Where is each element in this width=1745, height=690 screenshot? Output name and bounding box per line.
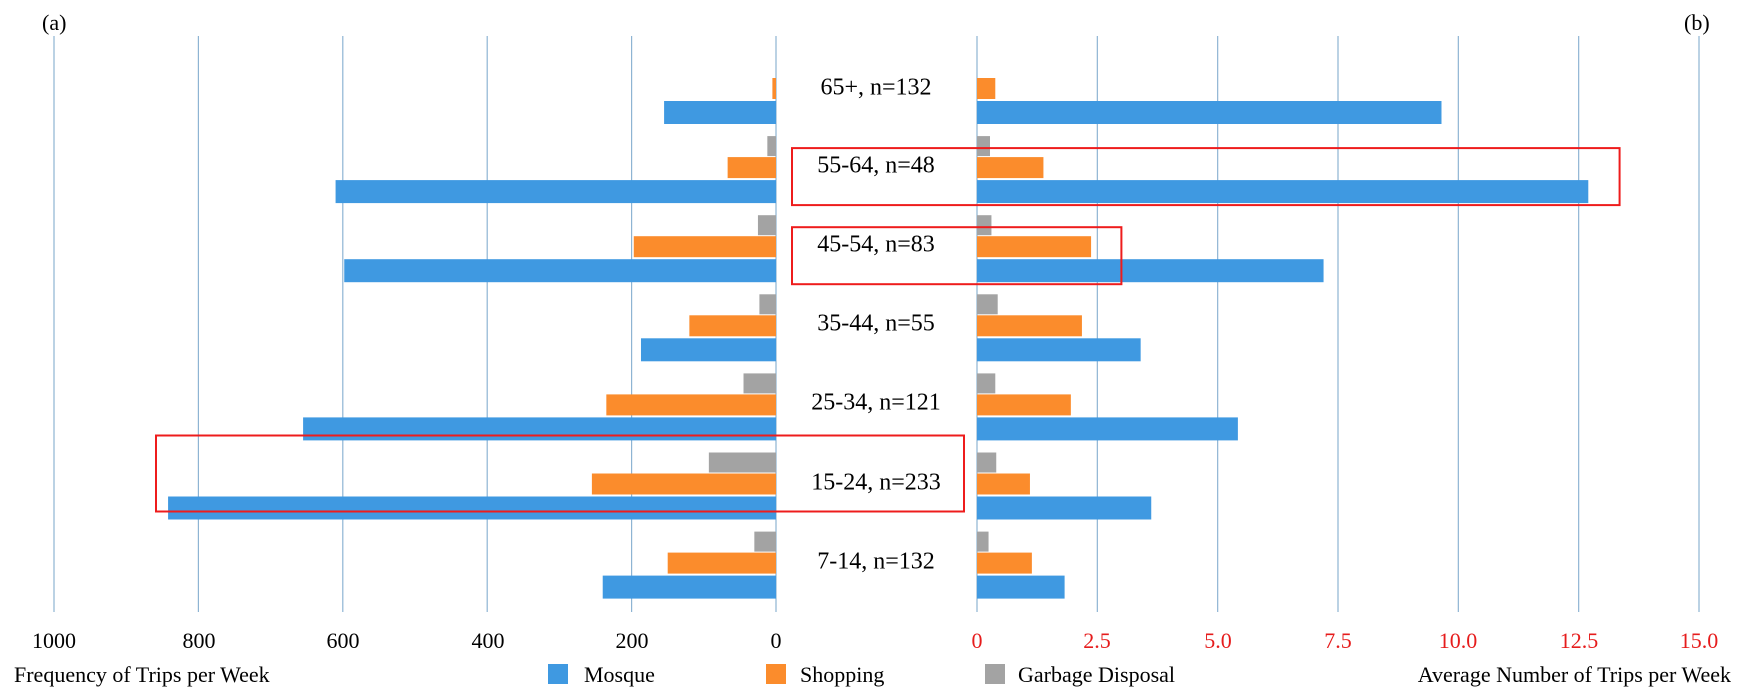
bar-right-garbage bbox=[977, 531, 989, 552]
left-tick-label: 600 bbox=[327, 628, 360, 653]
bar-left-shopping bbox=[772, 78, 776, 99]
right-tick-label: 0 bbox=[972, 628, 983, 653]
bar-left-shopping bbox=[667, 552, 776, 574]
bar-left-shopping bbox=[606, 394, 776, 416]
right-tick-label: 12.5 bbox=[1560, 628, 1599, 653]
right-axis-tick-labels: 0 2.5 5.0 7.5 10.0 12.5 15.0 bbox=[972, 628, 1719, 653]
bar-left-mosque bbox=[168, 496, 777, 520]
category-labels: 65+, n=132 55-64, n=48 45-54, n=83 35-44… bbox=[811, 75, 941, 575]
legend-label-mosque: Mosque bbox=[584, 662, 655, 687]
bar-left-garbage bbox=[767, 136, 776, 157]
bar-left-garbage bbox=[757, 215, 776, 236]
bar-right-shopping bbox=[977, 78, 996, 99]
bar-left-mosque bbox=[303, 417, 776, 441]
bar-right-mosque bbox=[977, 338, 1141, 362]
bar-left-mosque bbox=[602, 575, 776, 599]
left-tick-label: 1000 bbox=[32, 628, 76, 653]
bar-right-garbage bbox=[977, 136, 990, 157]
bars bbox=[168, 78, 1589, 599]
category-label: 65+, n=132 bbox=[820, 75, 931, 101]
left-tick-label: 0 bbox=[771, 628, 782, 653]
bar-left-shopping bbox=[633, 236, 776, 258]
bar-left-mosque bbox=[335, 180, 776, 204]
highlight-box-right bbox=[791, 226, 1123, 286]
bar-right-shopping bbox=[977, 552, 1032, 574]
bar-right-mosque bbox=[977, 496, 1152, 520]
panel-label-a: (a) bbox=[42, 10, 66, 35]
bar-right-mosque bbox=[977, 259, 1324, 283]
bar-right-garbage bbox=[977, 294, 998, 315]
category-label: 15-24, n=233 bbox=[811, 470, 941, 496]
panel-label-b: (b) bbox=[1684, 10, 1710, 35]
bar-left-garbage bbox=[708, 452, 776, 473]
right-tick-label: 10.0 bbox=[1439, 628, 1478, 653]
legend-swatch-garbage bbox=[985, 664, 1005, 684]
bar-right-garbage bbox=[977, 215, 992, 236]
right-tick-label: 5.0 bbox=[1204, 628, 1232, 653]
category-label: 45-54, n=83 bbox=[817, 232, 935, 258]
left-tick-label: 400 bbox=[472, 628, 505, 653]
bar-left-mosque bbox=[664, 101, 776, 124]
bar-right-garbage bbox=[977, 373, 996, 394]
bar-right-shopping bbox=[977, 473, 1030, 495]
category-label: 7-14, n=132 bbox=[817, 549, 935, 575]
category-label: 55-64, n=48 bbox=[817, 153, 935, 179]
highlight-box-right bbox=[791, 147, 1621, 207]
bar-left-shopping bbox=[591, 473, 776, 495]
category-label: 25-34, n=121 bbox=[811, 390, 941, 416]
highlight-boxes bbox=[155, 147, 1621, 513]
legend-swatch-mosque bbox=[548, 664, 568, 684]
right-tick-label: 15.0 bbox=[1680, 628, 1719, 653]
legend-label-shopping: Shopping bbox=[800, 662, 884, 687]
bar-right-shopping bbox=[977, 315, 1082, 337]
bar-left-shopping bbox=[689, 315, 776, 337]
bar-right-mosque bbox=[977, 575, 1065, 599]
legend: Mosque Shopping Garbage Disposal bbox=[548, 662, 1175, 687]
bar-left-garbage bbox=[754, 531, 776, 552]
bar-left-garbage bbox=[743, 373, 776, 394]
bar-right-mosque bbox=[977, 101, 1442, 124]
legend-swatch-shopping bbox=[766, 664, 786, 684]
bar-right-garbage bbox=[977, 452, 997, 473]
bar-right-mosque bbox=[977, 417, 1238, 441]
bar-right-shopping bbox=[977, 236, 1092, 258]
left-axis-title: Frequency of Trips per Week bbox=[14, 662, 270, 687]
category-label: 35-44, n=55 bbox=[817, 311, 935, 337]
right-tick-label: 2.5 bbox=[1083, 628, 1111, 653]
right-tick-label: 7.5 bbox=[1324, 628, 1352, 653]
legend-label-garbage: Garbage Disposal bbox=[1018, 662, 1175, 687]
bar-left-shopping bbox=[727, 157, 776, 179]
left-tick-label: 800 bbox=[183, 628, 216, 653]
bar-left-mosque bbox=[344, 259, 776, 283]
bar-right-mosque bbox=[977, 180, 1589, 204]
right-axis-title: Average Number of Trips per Week bbox=[1418, 662, 1731, 687]
bar-right-shopping bbox=[977, 394, 1071, 416]
left-tick-label: 200 bbox=[616, 628, 649, 653]
bar-right-shopping bbox=[977, 157, 1044, 179]
highlight-box-left bbox=[155, 434, 965, 513]
left-axis-tick-labels: 1000 800 600 400 200 0 bbox=[32, 628, 782, 653]
bar-left-garbage bbox=[759, 294, 776, 315]
bar-left-mosque bbox=[640, 338, 776, 362]
